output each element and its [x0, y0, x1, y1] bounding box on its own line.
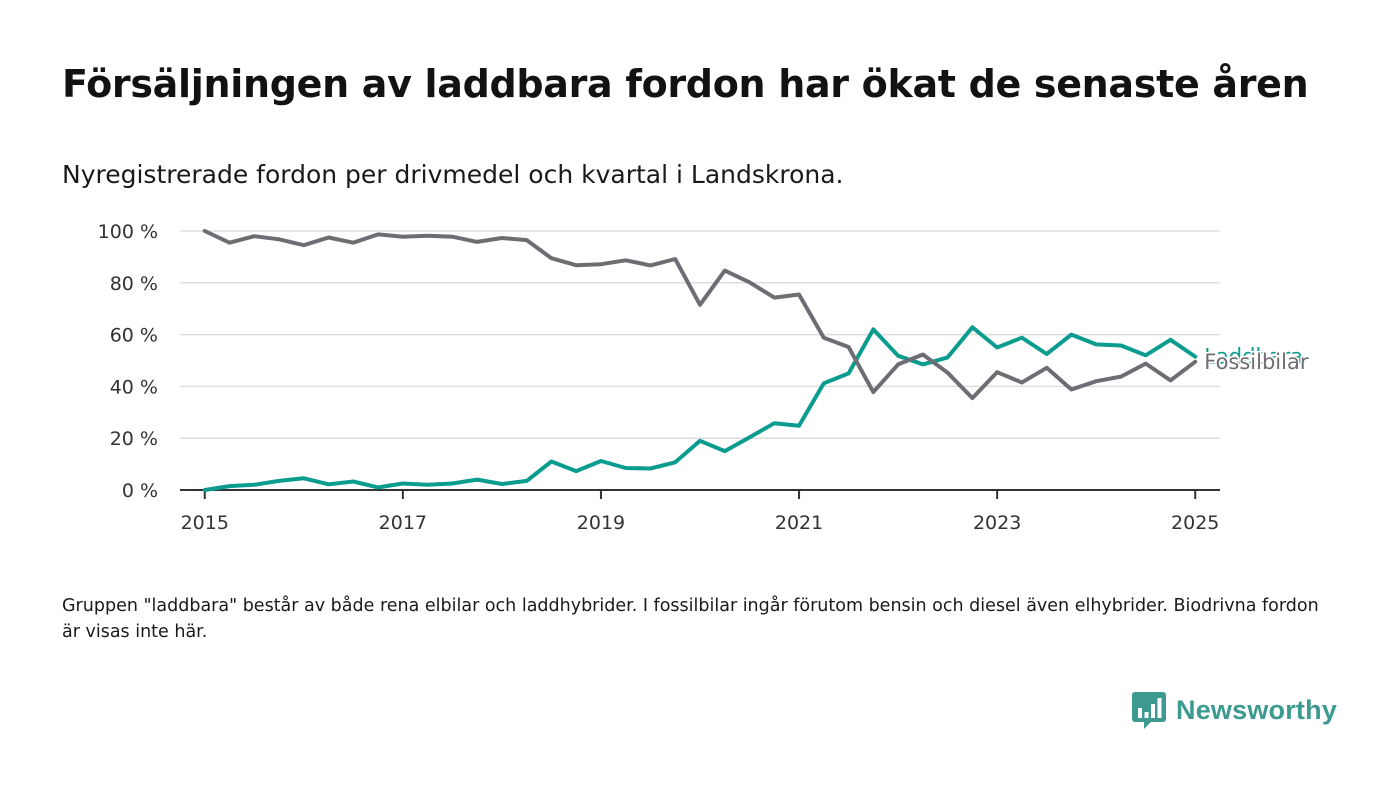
brand-logo: Newsworthy: [1132, 690, 1337, 730]
x-tick-label: 2017: [379, 512, 427, 534]
x-axis: 2015 2017 2019 2021 2023 2025: [180, 489, 1220, 534]
line-chart: 0 % 20 % 40 % 60 % 80 % 100 % 2015 2017 2019 202…: [98, 221, 1311, 534]
x-tick-label: 2023: [973, 512, 1021, 534]
series-label-fossilbilar: Fossilbilar: [1204, 350, 1309, 374]
chart-subtitle: Nyregistrerade fordon per drivmedel och …: [62, 160, 844, 189]
series-line-fossilbilar: [202, 229, 1198, 401]
series-line-laddbara: [202, 325, 1198, 492]
x-tick-label: 2015: [181, 512, 229, 534]
y-tick-label: 60 %: [110, 325, 158, 347]
series-label-laddbara: Laddbara: [1204, 345, 1303, 369]
bar-chart-speech-bubble-icon: [1132, 692, 1166, 729]
y-axis-tick-labels: 0 % 20 % 40 % 60 % 80 % 100 %: [98, 221, 158, 502]
y-tick-label: 100 %: [98, 221, 158, 243]
chart-title: Försäljningen av laddbara fordon har öka…: [62, 62, 1309, 106]
series-lines: [202, 229, 1198, 492]
x-tick-label: 2025: [1171, 512, 1219, 534]
y-tick-label: 80 %: [110, 273, 158, 295]
brand-name: Newsworthy: [1176, 694, 1338, 725]
footnote: Gruppen "laddbara" består av både rena e…: [62, 596, 1319, 642]
gridlines: [180, 230, 1220, 439]
y-tick-label: 40 %: [110, 376, 158, 398]
x-tick-label: 2021: [775, 512, 823, 534]
x-tick-label: 2019: [577, 512, 625, 534]
y-tick-label: 20 %: [110, 428, 158, 450]
y-tick-label: 0 %: [122, 480, 158, 502]
